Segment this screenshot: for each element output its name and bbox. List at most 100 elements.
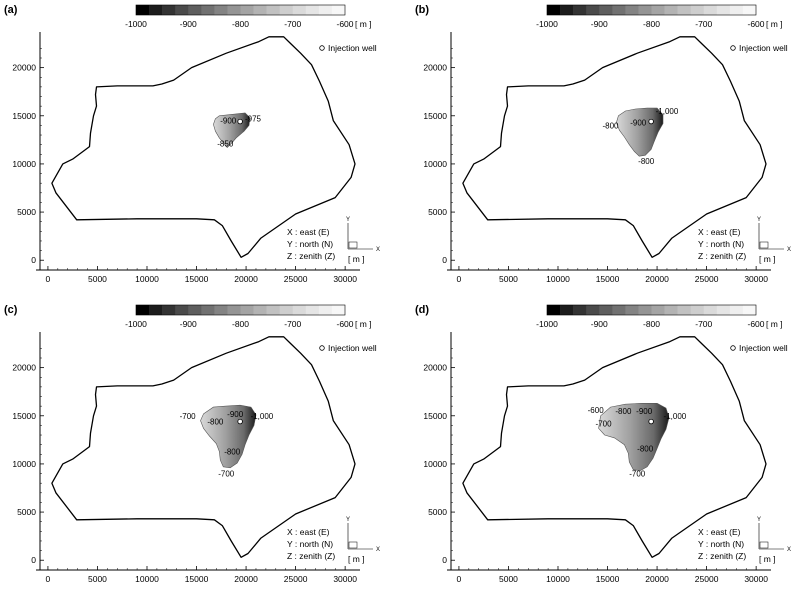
colorbar-tick-label: -800 [232, 19, 249, 29]
colorbar: -1000 -900 -800 -700 -600[ m ] [536, 304, 783, 329]
contour-label: -900 [630, 119, 647, 128]
colorbar-swatch [651, 5, 665, 15]
co2-plume [598, 403, 670, 472]
legend-well-icon [730, 45, 736, 51]
x-tick-label: 20000 [645, 274, 669, 284]
x-tick-label: 5000 [499, 274, 518, 284]
axes-note: Z : zenith (Z) [287, 551, 335, 561]
colorbar-swatch [547, 305, 561, 315]
colorbar-swatch [253, 305, 267, 315]
colorbar-swatch [136, 305, 150, 315]
colorbar-tick-label: -700 [695, 19, 712, 29]
colorbar-swatch [201, 305, 215, 315]
colorbar-swatch [612, 305, 626, 315]
panel-label: (d) [415, 304, 429, 316]
colorbar: -1000 -900 -800 -700 -600[ m ] [125, 4, 372, 29]
contour-label: -700 [629, 470, 646, 479]
colorbar-swatch [266, 305, 280, 315]
legend-label: Injection well [328, 43, 377, 53]
colorbar-tick-label: -800 [643, 19, 660, 29]
legend-label: Injection well [739, 43, 788, 53]
colorbar-swatch [279, 5, 294, 15]
injection-well-marker [648, 418, 654, 425]
x-tick-label: 15000 [596, 574, 620, 584]
colorbar: -1000 -900 -800 -700 -600[ m ] [125, 304, 372, 329]
colorbar-frame [135, 4, 346, 16]
colorbar-swatch [664, 305, 678, 315]
legend: Injection well [319, 43, 377, 53]
colorbar-swatch [318, 5, 333, 15]
y-tick-label: 0 [31, 555, 36, 565]
colorbar-swatch [188, 5, 202, 15]
panel: (a)-1000 -900 -800 -700 -600[ m ]05000100001… [4, 4, 380, 284]
legend-well-icon [730, 345, 736, 351]
colorbar: -1000 -900 -800 -700 -600[ m ] [536, 4, 783, 29]
colorbar-frame [546, 304, 757, 316]
colorbar-swatch [612, 5, 626, 15]
colorbar-swatch [625, 5, 639, 15]
axis-orientation-glyph: Y X [ m ] [757, 217, 791, 264]
colorbar-swatch [253, 5, 267, 15]
x-tick-label: 5000 [88, 274, 107, 284]
colorbar-swatch [149, 5, 163, 15]
legend-label: Injection well [739, 343, 788, 353]
y-tick-label: 5000 [428, 507, 447, 517]
x-tick-label: 25000 [284, 274, 308, 284]
colorbar-swatch [573, 305, 587, 315]
contour-label: -600 [588, 406, 605, 415]
colorbar-frame [546, 4, 757, 16]
legend: Injection well [730, 343, 788, 353]
x-tick-label: 25000 [695, 274, 719, 284]
colorbar-swatch [240, 305, 254, 315]
y-tick-label: 10000 [12, 159, 36, 169]
legend-label: Injection well [328, 343, 377, 353]
colorbar-swatch [716, 5, 731, 15]
colorbar-unit: [ m ] [766, 19, 783, 29]
x-tick-label: 0 [46, 274, 51, 284]
x-tick-label: 20000 [234, 274, 258, 284]
y-tick-label: 0 [442, 255, 447, 265]
colorbar-swatch [331, 305, 346, 315]
colorbar-swatch [305, 305, 320, 315]
contour-label: -1,000 [664, 412, 687, 421]
axes-note: X : east (E) [287, 227, 330, 237]
colorbar-tick-label: -700 [695, 319, 712, 329]
colorbar-tick-label: -1000 [536, 19, 558, 29]
legend: Injection well [319, 343, 377, 353]
colorbar-swatch [292, 5, 307, 15]
contour-label: -850 [217, 140, 234, 149]
contour-label: -900 [220, 117, 237, 126]
y-tick-label: 20000 [12, 63, 36, 73]
axes-note: Y : north (N) [287, 239, 333, 249]
axis-orientation-glyph: Y X [ m ] [346, 217, 380, 264]
injection-well-marker [648, 118, 654, 125]
colorbar-swatch [201, 5, 215, 15]
contour-label: -700 [180, 412, 197, 421]
colorbar-swatch [149, 305, 163, 315]
x-tick-label: 5000 [88, 574, 107, 584]
colorbar-swatch [560, 305, 574, 315]
x-tick-label: 10000 [546, 274, 570, 284]
colorbar-tick-label: -1000 [536, 319, 558, 329]
orientation-x-label: X [376, 247, 380, 253]
axes-note: X : east (E) [287, 527, 330, 537]
y-tick-label: 0 [31, 255, 36, 265]
axes-note: Z : zenith (Z) [287, 251, 335, 261]
colorbar-tick-label: -900 [180, 19, 197, 29]
colorbar-tick-label: -900 [180, 319, 197, 329]
colorbar-swatch [677, 305, 691, 315]
y-tick-label: 15000 [423, 411, 447, 421]
orientation-y-label: Y [346, 517, 350, 523]
domain-boundary [51, 336, 356, 558]
contour-label: -800 [615, 407, 632, 416]
colorbar-swatch [331, 5, 346, 15]
colorbar-tick-label: -600 [747, 319, 764, 329]
orientation-y-label: Y [757, 217, 761, 223]
orientation-x-label: X [787, 547, 791, 553]
axes-note: Y : north (N) [698, 539, 744, 549]
colorbar-swatch [175, 305, 189, 315]
legend-well-icon [319, 45, 325, 51]
y-tick-label: 5000 [17, 207, 36, 217]
contour-label: -800 [638, 157, 655, 166]
